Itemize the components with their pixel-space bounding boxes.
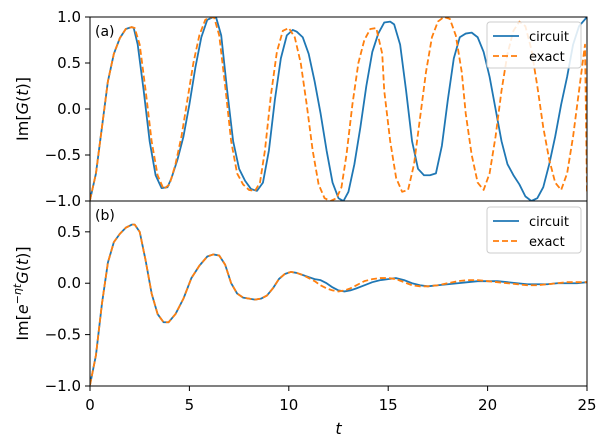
panel-b-xtick-label: 0 <box>85 396 95 414</box>
panel-a-ytick-label: 1.0 <box>57 8 81 26</box>
panel-b-xtick-label: 15 <box>379 396 398 414</box>
panel-a-series-exact <box>90 17 587 201</box>
panel-a-ytick-label: −1.0 <box>45 192 81 210</box>
panel-b-legend-label-exact: exact <box>529 235 565 250</box>
panel-b-label: (b) <box>95 208 115 224</box>
panel-a-legend-label-circuit: circuit <box>529 30 569 45</box>
panel-a-ytick-label: 0.0 <box>57 100 81 118</box>
panel-b-frame <box>89 200 588 387</box>
panel-a-ylabel: Im[G(t)] <box>13 77 32 141</box>
panel-a-ytick-label: 0.5 <box>57 54 81 72</box>
panel-a-legend-label-exact: exact <box>529 50 565 65</box>
panel-a-label: (a) <box>95 24 115 40</box>
panel-b-ytick-label: 0.0 <box>57 274 81 292</box>
panel-b-xlabel: t <box>335 419 342 438</box>
panel-b-series-exact <box>90 223 587 386</box>
panel-b-ytick-label: −1.0 <box>45 377 81 395</box>
panel-b-ytick-label: 0.5 <box>57 223 81 241</box>
panel-b-legend-box <box>486 206 582 254</box>
panel-b-ytick-label: −0.5 <box>45 326 81 344</box>
panel-b-xtick-label: 25 <box>577 396 596 414</box>
panel-b-xtick-label: 20 <box>478 396 497 414</box>
panel-a-legend-box <box>486 21 582 69</box>
panel-b-legend-label-circuit: circuit <box>529 215 569 230</box>
panel-b-ylabel: Im[e−ηtG(t)] <box>11 246 32 340</box>
panel-a-ytick-label: −0.5 <box>45 146 81 164</box>
panel-b-xtick-label: 10 <box>279 396 298 414</box>
panel-b-xtick-label: 5 <box>185 396 195 414</box>
